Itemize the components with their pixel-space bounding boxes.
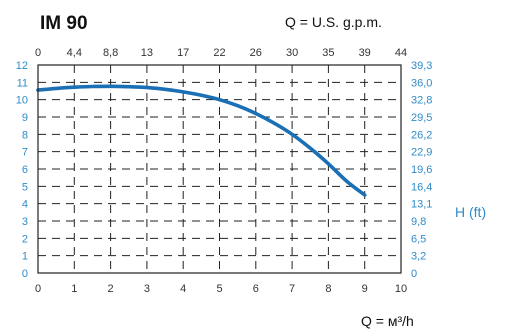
x-top-tick-label: 44 bbox=[395, 47, 407, 59]
y-left-tick-label: 2 bbox=[22, 233, 28, 245]
x-bottom-tick-label: 6 bbox=[253, 283, 259, 295]
y-right-tick-label: 9,8 bbox=[411, 216, 426, 228]
y-left-tick-label: 1 bbox=[22, 251, 28, 263]
pump-curve-line bbox=[36, 84, 367, 197]
x-top-tick-label: 4,4 bbox=[67, 47, 82, 59]
y-right-tick-label: 32,8 bbox=[411, 95, 432, 107]
y-left-tick-label: 11 bbox=[17, 77, 28, 89]
y-right-tick-label: 6,5 bbox=[411, 233, 426, 245]
x-bottom-tick-label: 10 bbox=[395, 283, 407, 295]
plot-frame bbox=[37, 64, 402, 274]
x-bottom-tick-label: 9 bbox=[362, 283, 368, 295]
top-axis-label: Q = U.S. g.p.m. bbox=[285, 14, 382, 30]
y-left-tick-label: 10 bbox=[16, 95, 28, 107]
x-bottom-tick-label: 2 bbox=[108, 283, 114, 295]
x-top-tick-label: 22 bbox=[213, 47, 225, 59]
y-right-tick-label: 29,5 bbox=[411, 112, 432, 124]
y-left-tick-label: 0 bbox=[22, 268, 28, 280]
x-top-tick-label: 26 bbox=[250, 47, 262, 59]
x-bottom-tick-label: 0 bbox=[35, 283, 41, 295]
y-right-tick-label: 36,0 bbox=[411, 77, 432, 89]
x-bottom-tick-label: 8 bbox=[325, 283, 331, 295]
y-right-tick-label: 39,3 bbox=[411, 60, 432, 72]
y-right-tick-label: 13,1 bbox=[411, 199, 432, 211]
y-left-tick-label: 7 bbox=[22, 147, 28, 159]
x-bottom-tick-label: 1 bbox=[71, 283, 77, 295]
bottom-axis-label: Q = м³/h bbox=[361, 313, 414, 329]
y-left-tick-label: 3 bbox=[22, 216, 28, 228]
x-bottom-tick-label: 5 bbox=[216, 283, 222, 295]
y-right-tick-label: 22,9 bbox=[411, 147, 432, 159]
y-left-tick-label: 9 bbox=[22, 112, 28, 124]
tick-labels: 0 1 2 3 4 5 6 7 8 9 100 4,4 8,8 13 17 22 26 30 35 39 4401234… bbox=[16, 47, 433, 295]
x-bottom-tick-label: 7 bbox=[289, 283, 295, 295]
right-axis-label: H (ft) bbox=[455, 204, 486, 220]
x-top-tick-label: 8,8 bbox=[103, 47, 118, 59]
y-right-tick-label: 3,2 bbox=[411, 251, 426, 263]
x-top-tick-label: 35 bbox=[322, 47, 334, 59]
x-top-tick-label: 17 bbox=[177, 47, 189, 59]
x-top-tick-label: 30 bbox=[286, 47, 298, 59]
series-layer bbox=[36, 84, 367, 197]
y-right-tick-label: 19,6 bbox=[411, 164, 432, 176]
y-left-tick-label: 12 bbox=[16, 60, 28, 72]
x-bottom-tick-label: 3 bbox=[144, 283, 150, 295]
y-left-tick-label: 4 bbox=[22, 199, 28, 211]
y-left-tick-label: 6 bbox=[22, 164, 28, 176]
grid bbox=[38, 65, 401, 273]
x-top-tick-label: 39 bbox=[359, 47, 371, 59]
x-top-tick-label: 0 bbox=[35, 47, 41, 59]
y-right-tick-label: 26,2 bbox=[411, 129, 432, 141]
x-bottom-tick-label: 4 bbox=[180, 283, 186, 295]
chart-title: IM 90 bbox=[40, 13, 88, 34]
y-left-tick-label: 8 bbox=[22, 129, 28, 141]
x-top-tick-label: 13 bbox=[141, 47, 153, 59]
y-right-tick-label: 0 bbox=[411, 268, 417, 280]
y-right-tick-label: 16,4 bbox=[411, 181, 432, 193]
y-left-tick-label: 5 bbox=[22, 181, 28, 193]
